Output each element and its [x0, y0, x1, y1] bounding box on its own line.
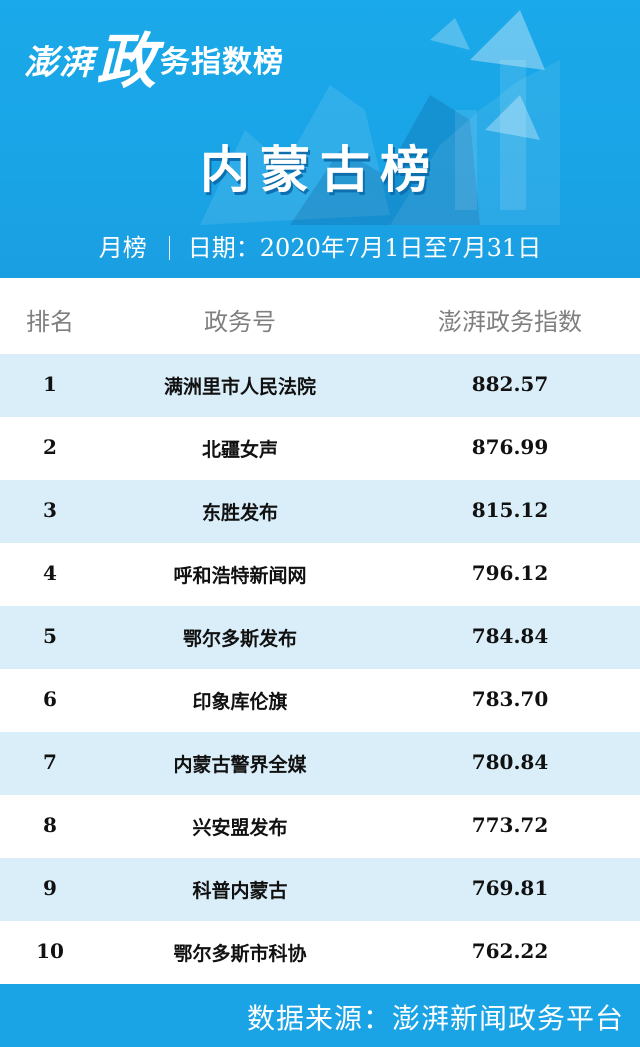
- rank-cell: 5: [43, 624, 57, 648]
- column-header-index: 澎湃政务指数: [438, 308, 582, 336]
- table-row: 9 科普内蒙古 769.81: [0, 858, 640, 921]
- rank-cell: 10: [36, 939, 64, 963]
- table-header: 排名 政务号 澎湃政务指数: [0, 278, 640, 354]
- account-cell: 兴安盟发布: [192, 817, 288, 839]
- table-row: 5 鄂尔多斯发布 784.84: [0, 606, 640, 669]
- period-date: 日期：2020年7月1日至7月31日: [187, 234, 542, 262]
- table-row: 7 内蒙古警界全媒 780.84: [0, 732, 640, 795]
- period-type: 月榜: [98, 234, 147, 262]
- rank-cell: 2: [43, 435, 57, 459]
- rank-cell: 8: [43, 813, 57, 837]
- column-header-account: 政务号: [204, 308, 276, 336]
- footer-bar: 数据来源：澎湃新闻政务平台: [0, 984, 640, 1047]
- account-cell: 呼和浩特新闻网: [173, 565, 307, 587]
- rank-cell: 4: [43, 561, 57, 585]
- rank-cell: 1: [43, 372, 57, 396]
- data-source-note: 数据来源：澎湃新闻政务平台: [246, 1002, 624, 1035]
- account-cell: 北疆女声: [201, 439, 278, 461]
- header-banner: 澎湃 政 务指数榜 内蒙古榜 月榜 日期：2020年7月1日至7月31日: [0, 0, 640, 278]
- brand-logo: 澎湃 政 务指数榜: [24, 22, 284, 92]
- score-cell: 780.84: [471, 750, 549, 774]
- table-row: 4 呼和浩特新闻网 796.12: [0, 543, 640, 606]
- table-row: 3 东胜发布 815.12: [0, 480, 640, 543]
- account-cell: 鄂尔多斯市科协: [173, 943, 307, 965]
- score-cell: 876.99: [471, 435, 549, 459]
- account-cell: 内蒙古警界全媒: [173, 754, 307, 776]
- period-divider: [168, 236, 170, 260]
- rising-arrows-graphic: [200, 10, 560, 225]
- score-cell: 762.22: [471, 939, 549, 963]
- account-cell: 满洲里市人民法院: [163, 376, 316, 398]
- score-cell: 784.84: [471, 624, 549, 648]
- rank-cell: 7: [43, 750, 57, 774]
- table-row: 8 兴安盟发布 773.72: [0, 795, 640, 858]
- region-title: 内蒙古榜: [200, 140, 440, 199]
- score-cell: 783.70: [471, 687, 549, 711]
- table-row: 2 北疆女声 876.99: [0, 417, 640, 480]
- rank-cell: 6: [43, 687, 57, 711]
- column-header-rank: 排名: [26, 308, 74, 336]
- rank-cell: 3: [43, 498, 57, 522]
- account-cell: 东胜发布: [201, 502, 278, 524]
- period-line: 月榜 日期：2020年7月1日至7月31日: [0, 228, 640, 263]
- account-cell: 科普内蒙古: [192, 880, 288, 902]
- score-cell: 815.12: [471, 498, 549, 522]
- score-cell: 796.12: [471, 561, 549, 585]
- table-row: 1 满洲里市人民法院 882.57: [0, 354, 640, 417]
- score-cell: 773.72: [471, 813, 549, 837]
- score-cell: 882.57: [471, 372, 549, 396]
- ranking-table: 1 满洲里市人民法院 882.57 2 北疆女声 876.99 3 东胜发布 8…: [0, 354, 640, 984]
- account-cell: 印象库伦旗: [192, 691, 288, 713]
- score-cell: 769.81: [471, 876, 549, 900]
- brand-part-2: 政: [96, 27, 156, 97]
- brand-part-3: 务指数榜: [160, 45, 284, 80]
- brand-part-1: 澎湃: [24, 43, 94, 83]
- table-row: 6 印象库伦旗 783.70: [0, 669, 640, 732]
- rank-cell: 9: [43, 876, 57, 900]
- table-row: 10 鄂尔多斯市科协 762.22: [0, 921, 640, 984]
- account-cell: 鄂尔多斯发布: [182, 628, 297, 650]
